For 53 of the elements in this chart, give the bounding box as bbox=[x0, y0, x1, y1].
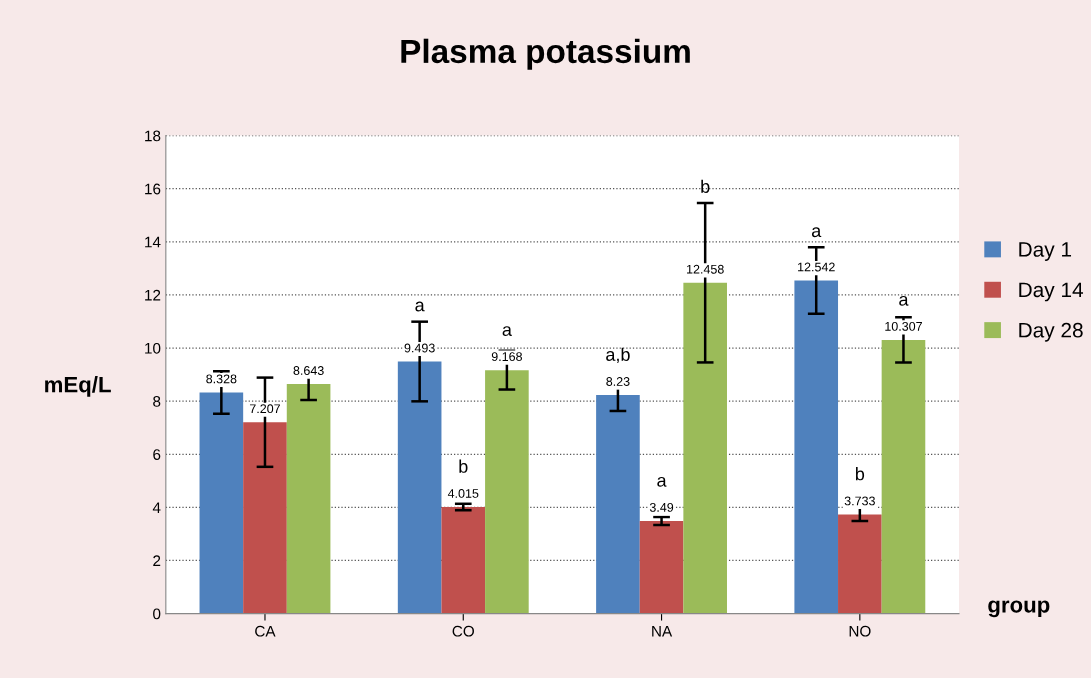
bar bbox=[441, 506, 486, 614]
bar bbox=[243, 422, 287, 614]
x-tick-label: CA bbox=[255, 625, 276, 637]
annotation: a bbox=[415, 301, 425, 312]
x-tick-label: CO bbox=[452, 625, 474, 637]
annotation: b bbox=[855, 467, 865, 481]
bar bbox=[683, 282, 727, 614]
data-label: 12.542 bbox=[798, 262, 835, 272]
data-label: 8.328 bbox=[206, 374, 237, 384]
bar bbox=[639, 520, 684, 614]
y-tick-label: 2 bbox=[153, 555, 161, 567]
y-tick-label: 0 bbox=[153, 608, 161, 620]
data-label: 3.49 bbox=[649, 502, 674, 512]
x-tick-label: NO bbox=[849, 625, 871, 637]
annotation: b bbox=[701, 179, 710, 193]
bar bbox=[199, 392, 244, 614]
bar bbox=[838, 514, 882, 614]
y-axis-title: mEq/L bbox=[45, 376, 111, 397]
data-label: 9.168 bbox=[491, 352, 522, 362]
data-label: 12.458 bbox=[687, 264, 724, 274]
chart-title: Plasma potassium bbox=[401, 38, 690, 70]
data-label: 8.643 bbox=[293, 366, 324, 375]
data-label: 8.23 bbox=[606, 377, 630, 386]
y-tick-label: 16 bbox=[145, 183, 161, 195]
annotation: b bbox=[459, 459, 468, 473]
x-tick-label: NA bbox=[652, 625, 673, 637]
data-label: 3.733 bbox=[844, 496, 875, 506]
annotation: a bbox=[899, 295, 909, 306]
y-tick-label: 8 bbox=[153, 396, 161, 407]
y-tick-label: 14 bbox=[145, 236, 161, 248]
y-tick-label: 4 bbox=[152, 502, 161, 513]
annotation: a bbox=[811, 227, 822, 238]
annotation: a bbox=[502, 326, 512, 337]
legend-label: Day 28 bbox=[1019, 322, 1083, 342]
y-tick-label: 10 bbox=[145, 342, 161, 354]
data-label: 9.493 bbox=[404, 343, 435, 353]
annotation: a,b bbox=[606, 347, 630, 364]
bar bbox=[485, 370, 529, 614]
y-tick-label: 12 bbox=[145, 289, 161, 301]
x-axis-title: group bbox=[988, 600, 1050, 618]
legend-label: Day 14 bbox=[1019, 282, 1084, 302]
data-label: 7.207 bbox=[249, 404, 280, 414]
annotation: a bbox=[657, 476, 667, 487]
y-tick-label: 18 bbox=[145, 130, 161, 142]
bar bbox=[794, 280, 839, 614]
bar bbox=[881, 339, 926, 614]
data-label: 10.307 bbox=[885, 321, 922, 331]
bar bbox=[397, 361, 442, 614]
y-tick-label: 6 bbox=[153, 449, 161, 460]
data-label: 4.015 bbox=[447, 489, 479, 498]
bar bbox=[286, 384, 331, 614]
bar bbox=[596, 395, 640, 614]
legend-label: Day 1 bbox=[1019, 242, 1072, 261]
